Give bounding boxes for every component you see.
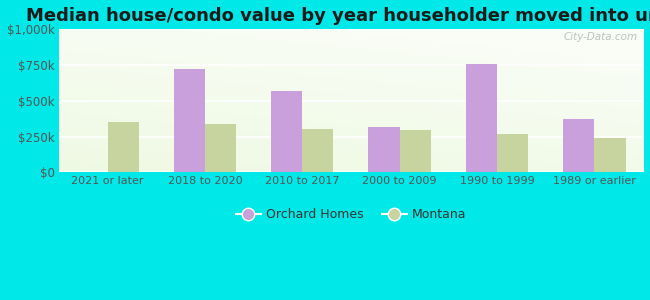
Bar bbox=[466, 64, 497, 172]
Bar bbox=[271, 91, 302, 172]
Bar bbox=[174, 69, 205, 172]
Bar bbox=[594, 138, 625, 172]
Bar bbox=[107, 122, 138, 172]
Bar bbox=[497, 134, 528, 172]
Bar bbox=[563, 119, 594, 172]
Legend: Orchard Homes, Montana: Orchard Homes, Montana bbox=[231, 203, 471, 226]
Bar bbox=[369, 127, 400, 172]
Bar bbox=[302, 129, 333, 172]
Bar bbox=[205, 124, 236, 172]
Title: Median house/condo value by year householder moved into unit: Median house/condo value by year househo… bbox=[26, 7, 650, 25]
Text: City-Data.com: City-Data.com bbox=[563, 32, 637, 42]
Bar bbox=[400, 130, 431, 172]
